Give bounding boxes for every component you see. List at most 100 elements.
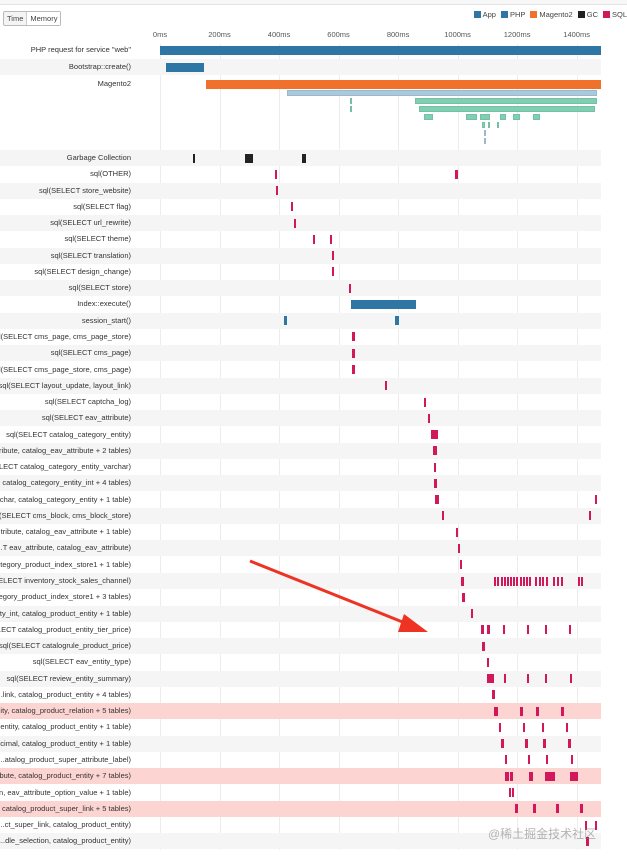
sql-call-bar[interactable] [500,739,504,749]
nested-span-bar[interactable] [415,98,597,104]
sql-call-bar[interactable] [509,788,512,798]
sql-call-bar[interactable] [529,771,533,781]
sql-call-bar[interactable] [504,576,507,586]
nested-span-bar[interactable] [499,114,507,120]
php-call-bar[interactable] [284,316,288,326]
php-span-bar[interactable] [160,45,602,55]
nested-span-bar[interactable] [287,90,597,96]
sql-call-bar[interactable] [457,543,460,553]
sql-call-bar[interactable] [566,722,569,732]
sql-call-bar[interactable] [568,625,571,635]
sql-call-bar[interactable] [507,576,509,586]
php-call-bar[interactable] [395,316,399,326]
sql-call-bar[interactable] [384,381,388,391]
sql-call-bar[interactable] [538,576,541,586]
sql-call-bar[interactable] [586,836,589,846]
sql-call-bar[interactable] [588,511,591,521]
gc-call-bar[interactable] [193,153,196,163]
sql-call-bar[interactable] [348,283,352,293]
sql-call-bar[interactable] [570,674,573,684]
sql-call-bar[interactable] [581,576,584,586]
sql-call-bar[interactable] [556,804,560,814]
sql-call-bar[interactable] [504,771,509,781]
sql-call-bar[interactable] [533,804,536,814]
nested-span-bar[interactable] [349,98,352,104]
nested-span-bar[interactable] [479,114,491,120]
nested-span-bar[interactable] [484,130,487,136]
gc-call-bar[interactable] [301,153,306,163]
sql-call-bar[interactable] [545,576,548,586]
nested-span-bar[interactable] [418,106,596,112]
php-span-bar[interactable] [165,62,205,72]
sql-call-bar[interactable] [542,576,545,586]
sql-call-bar[interactable] [276,186,279,196]
sql-call-bar[interactable] [570,771,578,781]
sql-call-bar[interactable] [529,576,532,586]
sql-call-bar[interactable] [526,625,529,635]
sql-call-bar[interactable] [570,755,573,765]
sql-call-bar[interactable] [523,576,526,586]
sql-call-bar[interactable] [504,755,507,765]
sql-call-bar[interactable] [512,788,515,798]
sql-call-bar[interactable] [434,462,437,472]
sql-call-bar[interactable] [534,576,537,586]
sql-call-bar[interactable] [481,625,485,635]
sql-call-bar[interactable] [434,478,438,488]
nested-span-bar[interactable] [532,114,541,120]
sql-call-bar[interactable] [427,413,430,423]
sql-call-bar[interactable] [487,625,491,635]
sql-call-bar[interactable] [293,218,296,228]
sql-call-bar[interactable] [351,365,355,374]
sql-call-bar[interactable] [543,739,546,749]
sql-call-bar[interactable] [595,820,598,830]
nested-span-bar[interactable] [487,122,490,128]
sql-call-bar[interactable] [501,576,504,586]
nested-span-bar[interactable] [349,106,352,112]
sql-call-bar[interactable] [526,576,529,586]
sql-call-bar[interactable] [553,576,556,586]
sql-call-bar[interactable] [351,332,355,342]
memory-tab[interactable]: Memory [26,12,61,25]
sql-call-bar[interactable] [512,576,515,586]
sql-call-bar[interactable] [545,625,548,635]
nested-span-bar[interactable] [484,138,487,144]
sql-call-bar[interactable] [526,674,529,684]
php-call-bar[interactable] [351,299,416,309]
sql-call-bar[interactable] [561,706,565,716]
sql-call-bar[interactable] [454,169,458,179]
sql-call-bar[interactable] [351,348,355,358]
sql-call-bar[interactable] [520,706,524,716]
gc-call-bar[interactable] [245,153,253,163]
sql-call-bar[interactable] [493,706,499,716]
sql-call-bar[interactable] [509,771,513,781]
sql-call-bar[interactable] [515,576,518,586]
sql-call-bar[interactable] [520,576,523,586]
sql-call-bar[interactable] [332,251,334,261]
sql-call-bar[interactable] [545,771,555,781]
sql-call-bar[interactable] [578,576,581,586]
sql-call-bar[interactable] [499,722,502,732]
sql-call-bar[interactable] [515,804,518,814]
sql-call-bar[interactable] [482,641,485,651]
sql-call-bar[interactable] [460,576,464,586]
sql-call-bar[interactable] [525,739,528,749]
sql-call-bar[interactable] [536,706,540,716]
sql-call-bar[interactable] [462,592,465,602]
sql-call-bar[interactable] [595,495,598,505]
sql-call-bar[interactable] [541,722,544,732]
sql-call-bar[interactable] [580,804,584,814]
sql-call-bar[interactable] [456,527,459,537]
sql-call-bar[interactable] [493,576,496,586]
sql-call-bar[interactable] [332,267,334,277]
sql-call-bar[interactable] [274,169,277,179]
sql-call-bar[interactable] [312,234,316,244]
sql-call-bar[interactable] [545,755,548,765]
sql-call-bar[interactable] [556,576,559,586]
sql-call-bar[interactable] [545,674,548,684]
sql-call-bar[interactable] [431,430,438,440]
sql-call-bar[interactable] [487,657,490,667]
sql-call-bar[interactable] [459,560,463,570]
sql-call-bar[interactable] [329,234,332,244]
nested-span-bar[interactable] [482,122,485,128]
sql-call-bar[interactable] [470,609,473,619]
